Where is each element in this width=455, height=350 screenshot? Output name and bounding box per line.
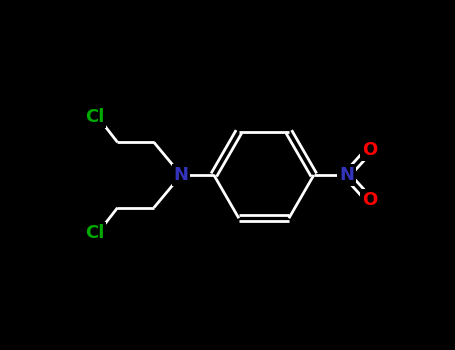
Text: O: O — [362, 141, 377, 159]
Text: Cl: Cl — [85, 108, 105, 126]
Text: N: N — [339, 166, 354, 184]
Text: N: N — [174, 166, 189, 184]
Text: Cl: Cl — [85, 224, 105, 242]
Text: O: O — [362, 191, 377, 209]
